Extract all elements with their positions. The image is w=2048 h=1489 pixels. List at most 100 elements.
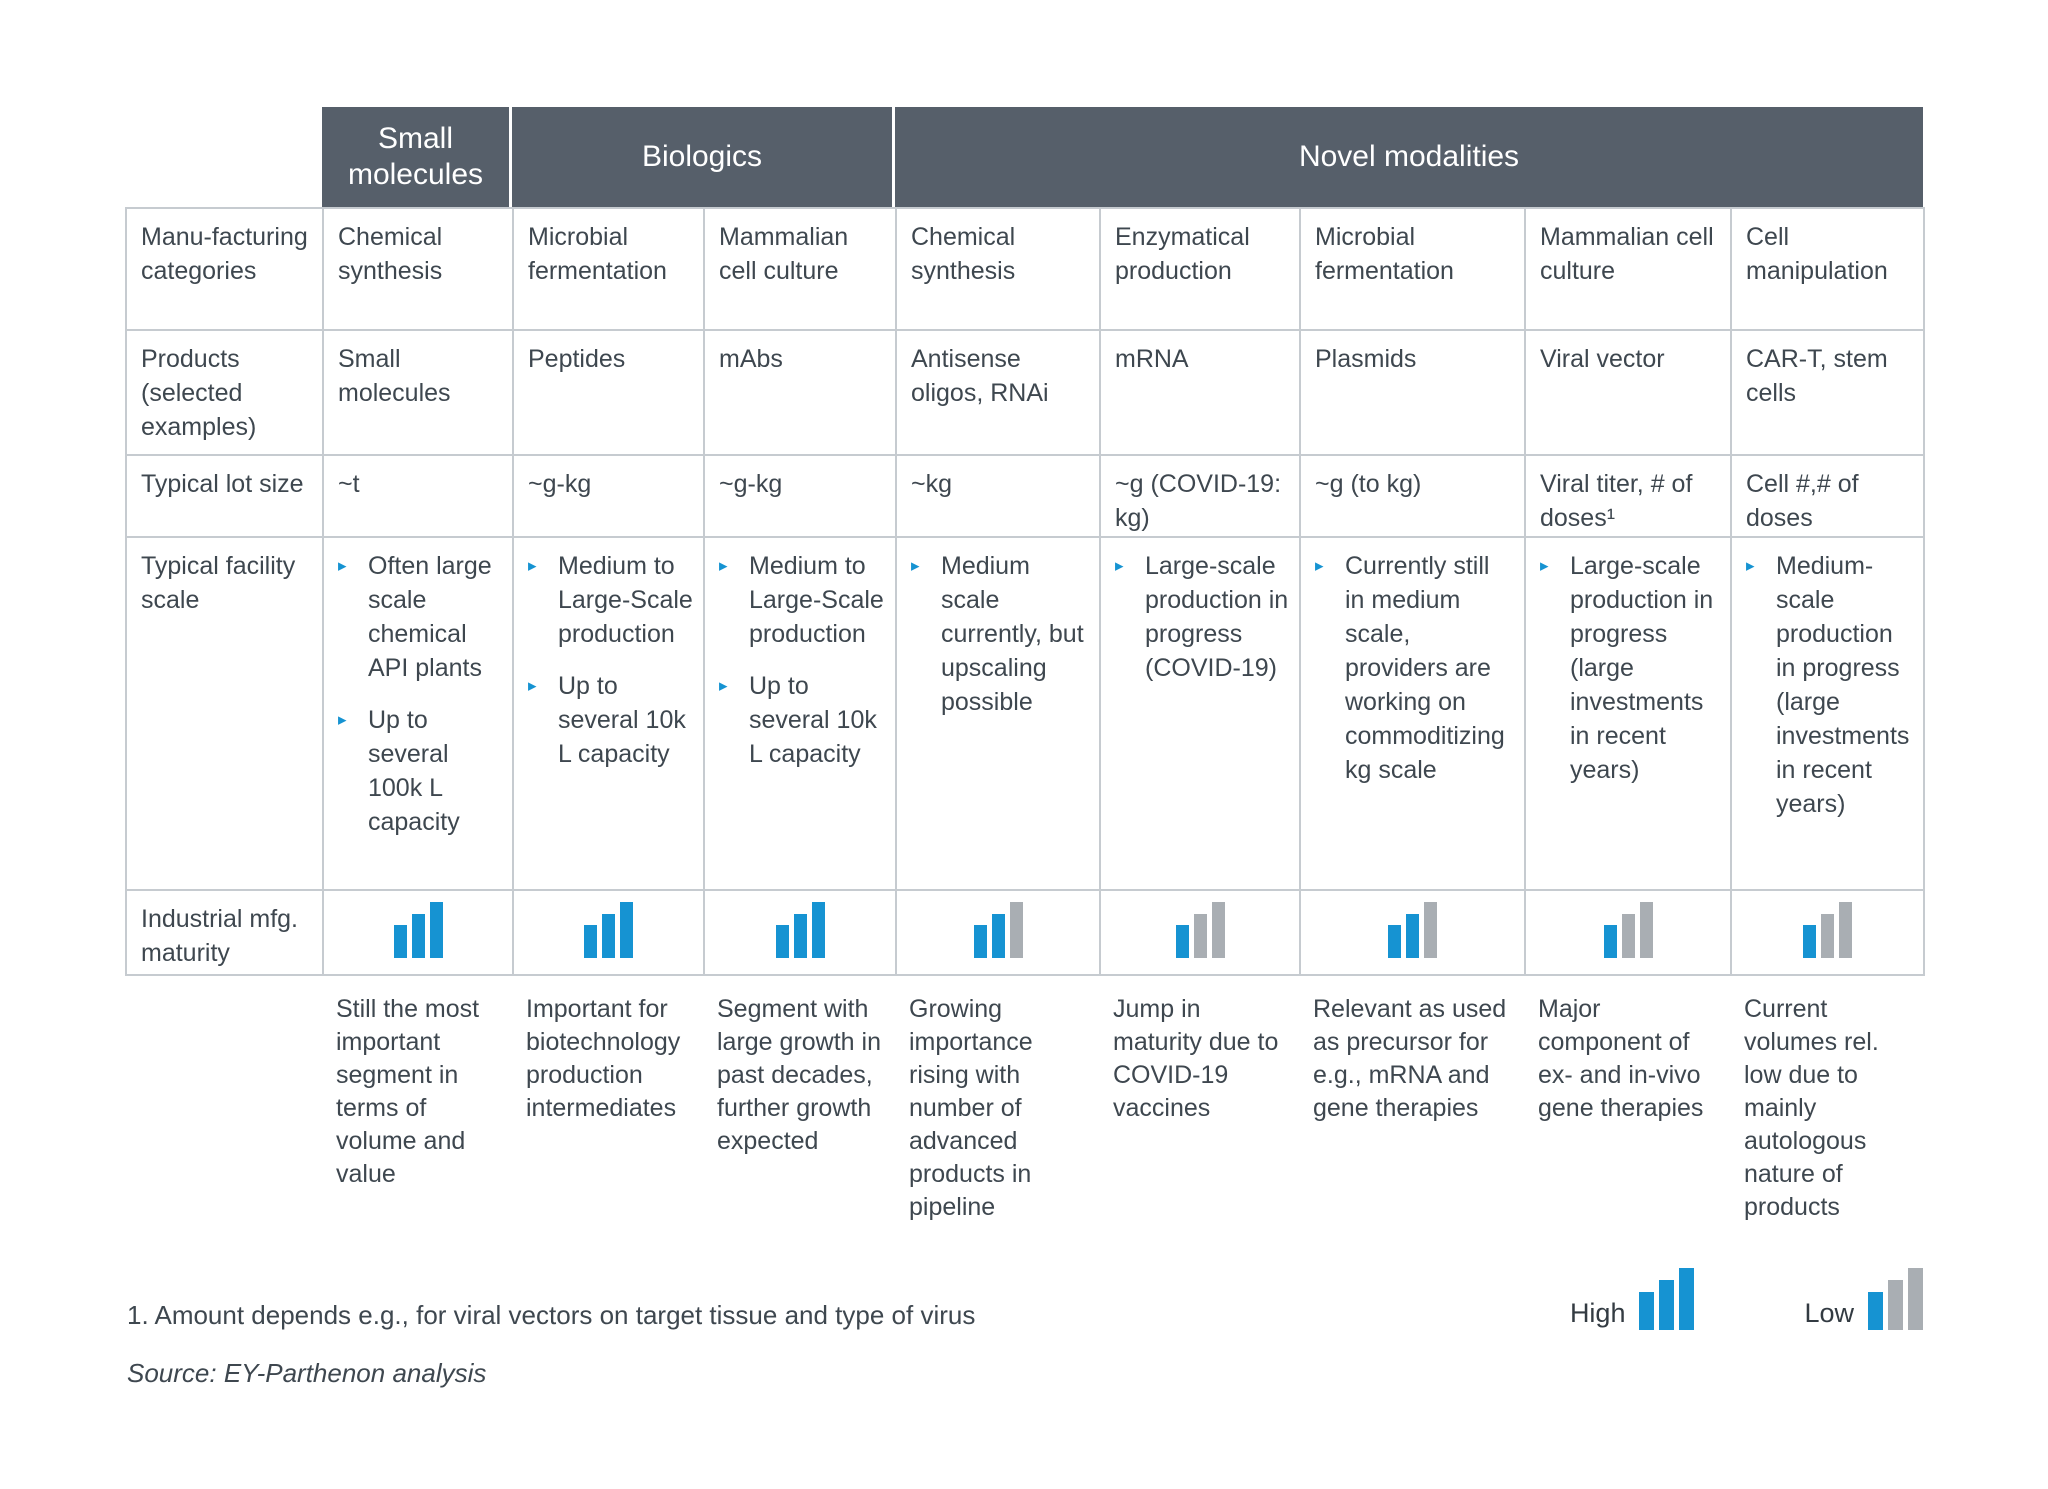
cell-facility-scale: ▸ Medium to Large-Scale production ▸ Up to… xyxy=(514,538,705,891)
row-label-maturity: Industrial mfg. maturity xyxy=(127,891,324,976)
comparison-table: Manu-facturing categories Chemical synth… xyxy=(125,207,1925,976)
cell-lot-size: ~g (to kg) xyxy=(1301,456,1526,538)
bullet-triangle-icon: ▸ xyxy=(719,676,728,695)
group-header-novel-modalities: Novel modalities xyxy=(895,107,1923,207)
cell-mfg-category: Mammalian cell culture xyxy=(1526,209,1732,331)
maturity-bars-icon xyxy=(1603,902,1653,958)
cell-product: Peptides xyxy=(514,331,705,456)
column-notes-row: Still the most important segment in term… xyxy=(125,983,1923,1224)
column-note: Growing importance rising with number of… xyxy=(909,995,1033,1221)
bullet-triangle-icon: ▸ xyxy=(1315,556,1324,575)
group-label: Biologics xyxy=(641,140,763,173)
row-label-manufacturing-categories: Manu-facturing categories xyxy=(127,209,324,331)
cell-mfg-category: Mammalian cell culture xyxy=(705,209,897,331)
maturity-bars-icon xyxy=(393,902,443,958)
cell-lot-size: ~g-kg xyxy=(514,456,705,538)
facility-bullet: Medium-scale production in progress (lar… xyxy=(1776,552,1910,818)
facility-bullet: Large-scale production in progress (larg… xyxy=(1570,552,1714,784)
legend-high-bars-icon xyxy=(1639,1268,1695,1330)
facility-bullet: Large-scale production in progress (COVI… xyxy=(1145,552,1289,682)
cell-maturity xyxy=(897,891,1101,976)
cell-maturity xyxy=(705,891,897,976)
cell-maturity xyxy=(1526,891,1732,976)
bullet-triangle-icon: ▸ xyxy=(528,676,537,695)
cell-facility-scale: ▸ Large-scale production in progress (lar… xyxy=(1526,538,1732,891)
maturity-bars-icon xyxy=(1803,902,1852,958)
column-note: Important for biotechnology production i… xyxy=(526,995,681,1122)
maturity-bars-icon xyxy=(775,902,825,958)
bullet-triangle-icon: ▸ xyxy=(719,556,728,575)
cell-product: Antisense oligos, RNAi xyxy=(897,331,1101,456)
bullet-triangle-icon: ▸ xyxy=(1115,556,1124,575)
maturity-bars-icon xyxy=(1175,902,1225,958)
group-header-row: Small molecules Biologics Novel modaliti… xyxy=(125,107,1923,207)
row-label-lot-size: Typical lot size xyxy=(127,456,324,538)
legend-item-high: High xyxy=(1570,1268,1695,1330)
facility-bullet: Medium scale currently, but upscaling po… xyxy=(941,552,1084,716)
maturity-legend: High Low xyxy=(1570,1268,1923,1330)
group-header-small-molecules: Small molecules xyxy=(322,107,512,207)
column-note: Jump in maturity due to COVID-19 vaccine… xyxy=(1113,995,1279,1122)
bullet-triangle-icon: ▸ xyxy=(1540,556,1549,575)
bullet-triangle-icon: ▸ xyxy=(1746,556,1755,575)
group-label: Small molecules xyxy=(347,122,484,191)
legend-item-low: Low xyxy=(1804,1268,1923,1330)
cell-mfg-category: Chemical synthesis xyxy=(324,209,514,331)
cell-lot-size: Viral titer, # of doses¹ xyxy=(1526,456,1732,538)
legend-label-low: Low xyxy=(1804,1298,1854,1328)
cell-facility-scale: ▸ Often large scale chemical API plants ▸… xyxy=(324,538,514,891)
facility-bullet: Medium to Large-Scale production xyxy=(749,552,884,648)
cell-facility-scale: ▸ Medium to Large-Scale production ▸ Up to… xyxy=(705,538,897,891)
maturity-bars-icon xyxy=(584,902,633,958)
cell-facility-scale: ▸ Currently still in medium scale, provid… xyxy=(1301,538,1526,891)
cell-mfg-category: Enzymatical production xyxy=(1101,209,1301,331)
column-note: Segment with large growth in past decade… xyxy=(717,995,881,1155)
legend-label-high: High xyxy=(1569,1298,1626,1328)
group-label: Novel modalities xyxy=(1298,140,1520,173)
cell-lot-size: ~g-kg xyxy=(705,456,897,538)
cell-lot-size: ~kg xyxy=(897,456,1101,538)
cell-maturity xyxy=(1732,891,1925,976)
group-header-biologics: Biologics xyxy=(512,107,895,207)
bullet-triangle-icon: ▸ xyxy=(528,556,537,575)
facility-bullet: Up to several 100k L capacity xyxy=(368,706,460,836)
legend-low-bars-icon xyxy=(1868,1268,1923,1330)
column-note: Relevant as used as precursor for e.g., … xyxy=(1313,995,1507,1122)
source-line: Source: EY-Parthenon analysis xyxy=(127,1358,487,1388)
cell-product: mRNA xyxy=(1101,331,1301,456)
cell-lot-size: ~t xyxy=(324,456,514,538)
cell-mfg-category: Microbial fermentation xyxy=(1301,209,1526,331)
footnote: 1. Amount depends e.g., for viral vector… xyxy=(127,1300,976,1330)
cell-mfg-category: Chemical synthesis xyxy=(897,209,1101,331)
maturity-bars-icon xyxy=(973,902,1023,958)
cell-maturity xyxy=(514,891,705,976)
maturity-bars-icon xyxy=(1388,902,1437,958)
column-note: Still the most important segment in term… xyxy=(336,995,480,1188)
row-label-facility-scale: Typical facility scale xyxy=(127,538,324,891)
cell-product: CAR-T, stem cells xyxy=(1732,331,1925,456)
cell-product: mAbs xyxy=(705,331,897,456)
bullet-triangle-icon: ▸ xyxy=(911,556,920,575)
cell-product: Viral vector xyxy=(1526,331,1732,456)
cell-product: Plasmids xyxy=(1301,331,1526,456)
cell-facility-scale: ▸ Large-scale production in progress (COV… xyxy=(1101,538,1301,891)
cell-mfg-category: Cell manipulation xyxy=(1732,209,1925,331)
notes-spacer xyxy=(125,983,322,1224)
column-note: Major component of ex- and in-vivo gene … xyxy=(1538,995,1704,1122)
cell-lot-size: ~g (COVID-19: kg) xyxy=(1101,456,1301,538)
facility-bullet: Up to several 10k L capacity xyxy=(749,672,877,768)
bullet-triangle-icon: ▸ xyxy=(338,556,347,575)
cell-facility-scale: ▸ Medium scale currently, but upscaling p… xyxy=(897,538,1101,891)
cell-product: Small molecules xyxy=(324,331,514,456)
column-note: Current volumes rel. low due to mainly a… xyxy=(1744,995,1879,1221)
facility-bullet: Currently still in medium scale, provide… xyxy=(1345,552,1505,784)
bullet-triangle-icon: ▸ xyxy=(338,710,347,729)
cell-maturity xyxy=(324,891,514,976)
cell-maturity xyxy=(1101,891,1301,976)
cell-facility-scale: ▸ Medium-scale production in progress (la… xyxy=(1732,538,1925,891)
cell-maturity xyxy=(1301,891,1526,976)
cell-lot-size: Cell #,# of doses xyxy=(1732,456,1925,538)
header-spacer xyxy=(125,107,322,207)
facility-bullet: Often large scale chemical API plants xyxy=(368,552,492,682)
